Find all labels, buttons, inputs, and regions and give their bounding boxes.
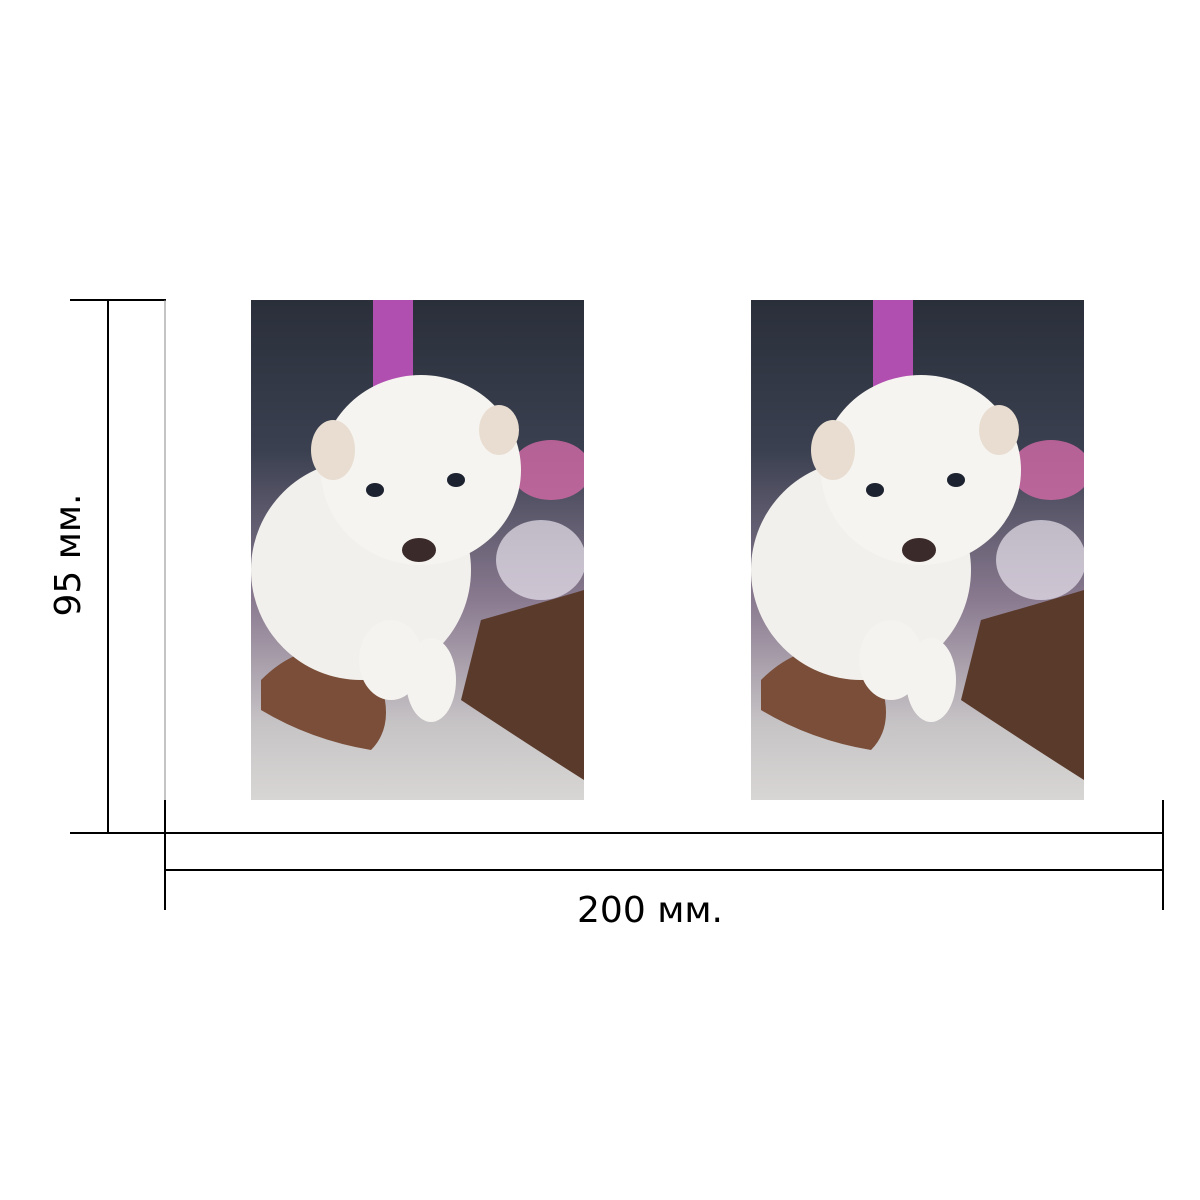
width-label: 200 мм. bbox=[577, 890, 723, 931]
product-photo bbox=[251, 300, 584, 800]
product-photo bbox=[751, 300, 1084, 800]
width-dimension bbox=[164, 800, 1164, 910]
height-label: 95 мм. bbox=[48, 493, 89, 616]
height-dimension bbox=[70, 299, 166, 834]
